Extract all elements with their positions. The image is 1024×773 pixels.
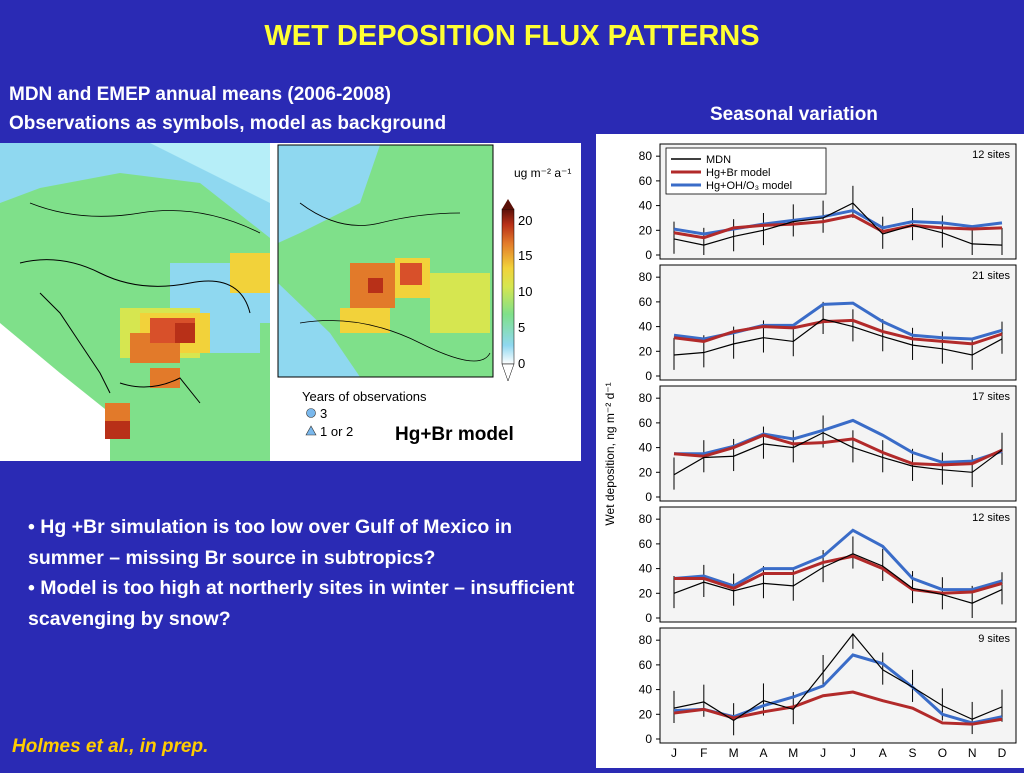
- x-tick-label: D: [998, 746, 1007, 760]
- y-tick-label: 60: [639, 174, 653, 188]
- y-tick-label: 0: [645, 732, 652, 746]
- series-line-mdn: [673, 553, 1003, 604]
- seasonal-title: Seasonal variation: [710, 104, 878, 125]
- x-tick-label: O: [938, 746, 947, 760]
- panel-sites-label: 12 sites: [972, 512, 1010, 524]
- series-line-hgbr: [673, 690, 1003, 726]
- y-tick-label: 80: [639, 270, 653, 284]
- x-tick-label: N: [968, 746, 977, 760]
- panel-frame: [659, 506, 1017, 623]
- maps-subtitle-line1: MDN and EMEP annual means (2006-2008): [9, 84, 391, 105]
- y-tick-label: 0: [645, 611, 652, 625]
- years-legend-circle: 3: [320, 406, 327, 421]
- y-tick-label: 80: [639, 391, 653, 405]
- y-tick-label: 40: [639, 683, 653, 697]
- series-line-mdn: [673, 202, 1003, 246]
- x-tick-label: A: [759, 746, 767, 760]
- years-legend-triangle: 1 or 2: [320, 424, 353, 439]
- north-america-map: [0, 143, 270, 461]
- colorbar-tick: 20: [518, 213, 532, 228]
- maps-figure: ug m⁻² a⁻¹ 20 15 10 5 0 Years of observa…: [0, 143, 571, 461]
- legend-label: MDN: [706, 154, 731, 166]
- x-tick-label: A: [879, 746, 887, 760]
- series-line-mdn: [673, 318, 1003, 356]
- y-tick-label: 40: [639, 199, 653, 213]
- y-tick-label: 0: [645, 369, 652, 383]
- colorbar-tick: 0: [518, 356, 525, 371]
- y-tick-label: 80: [639, 512, 653, 526]
- series-line-mdn: [673, 633, 1003, 722]
- panel-sites-label: 12 sites: [972, 149, 1010, 161]
- x-tick-label: F: [700, 746, 707, 760]
- y-tick-label: 20: [639, 707, 653, 721]
- y-tick-label: 0: [645, 248, 652, 262]
- circle-marker-icon: [306, 408, 316, 418]
- y-tick-label: 60: [639, 537, 653, 551]
- x-tick-label: J: [671, 746, 677, 760]
- colorbar: ug m⁻² a⁻¹ 20 15 10 5 0: [501, 166, 571, 382]
- y-tick-label: 40: [639, 562, 653, 576]
- legend-label: Hg+Br model: [706, 167, 771, 179]
- x-tick-label: M: [788, 746, 798, 760]
- bullet-list: • Hg +Br simulation is too low over Gulf…: [28, 512, 583, 634]
- x-tick-label: S: [909, 746, 917, 760]
- colorbar-tick: 10: [518, 284, 532, 299]
- legend-label: Hg+OH/O₃ model: [706, 180, 792, 192]
- maps-subtitle-line2: Observations as symbols, model as backgr…: [9, 113, 447, 134]
- series-line-hgoh: [673, 528, 1003, 592]
- panel-frame: [659, 627, 1017, 744]
- bullet-item: • Hg +Br simulation is too low over Gulf…: [28, 516, 513, 569]
- y-tick-label: 60: [639, 295, 653, 309]
- x-tick-label: M: [729, 746, 739, 760]
- deposition-maps: ug m⁻² a⁻¹ 20 15 10 5 0 Years of observa…: [0, 143, 581, 461]
- y-tick-label: 40: [639, 441, 653, 455]
- series-line-mdn: [673, 432, 1003, 476]
- x-tick-label: J: [820, 746, 826, 760]
- y-tick-label: 60: [639, 658, 653, 672]
- colorbar-tick: 5: [518, 320, 525, 335]
- x-tick-label: J: [850, 746, 856, 760]
- slide-title: WET DEPOSITION FLUX PATTERNS: [264, 20, 760, 52]
- y-tick-label: 20: [639, 344, 653, 358]
- years-legend-title: Years of observations: [302, 389, 427, 404]
- panel-sites-label: 17 sites: [972, 391, 1010, 403]
- colorbar-tick: 15: [518, 248, 532, 263]
- y-tick-label: 80: [639, 633, 653, 647]
- panel-sites-label: 9 sites: [978, 633, 1010, 645]
- colorbar-unit: ug m⁻² a⁻¹: [514, 166, 571, 180]
- triangle-marker-icon: [305, 425, 317, 436]
- citation: Holmes et al., in prep.: [12, 736, 209, 757]
- series-line-hgbr: [673, 318, 1003, 346]
- bullet-item: • Model is too high at northerly sites i…: [28, 577, 575, 630]
- y-tick-label: 0: [645, 490, 652, 504]
- y-tick-label: 20: [639, 465, 653, 479]
- seasonal-chart: 80 60 40 20 0 12 sites 80 60 40 20 0 21 sites 80 60 40…: [596, 134, 1024, 768]
- model-label: Hg+Br model: [395, 424, 514, 445]
- seasonal-chart-svg: 80 60 40 20 0 12 sites 80 60 40 20 0 21 sites 80 60 40…: [603, 143, 1017, 760]
- panel-frame: [659, 385, 1017, 502]
- series-line-hgbr: [674, 554, 1003, 595]
- y-tick-label: 20: [639, 586, 653, 600]
- europe-map: [277, 144, 494, 378]
- y-axis-label: Wet deposition, ng m⁻² d⁻¹: [603, 382, 617, 525]
- y-tick-label: 80: [639, 149, 653, 163]
- series-line-hgbr: [673, 213, 1003, 240]
- panel-sites-label: 21 sites: [972, 270, 1010, 282]
- y-tick-label: 60: [639, 416, 653, 430]
- y-tick-label: 20: [639, 223, 653, 237]
- y-tick-label: 40: [639, 320, 653, 334]
